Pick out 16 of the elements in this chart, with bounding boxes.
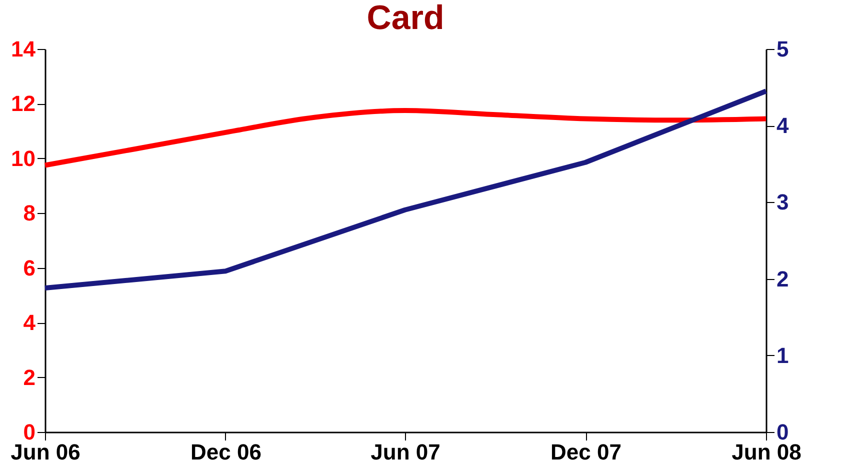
y2-tick-label: 3 [776,190,789,215]
y2-tick-label: 1 [776,342,789,368]
y-tick-label: 10 [11,146,36,171]
y-tick-label: 4 [23,310,36,336]
y-tick-label: 6 [23,255,36,280]
y2-tick-label: 5 [776,36,789,62]
y2-tick-label: 2 [776,266,789,292]
y-tick-label: 14 [11,36,36,62]
x-tick-label: Dec 06 [190,440,262,464]
y-tick-label: 8 [23,200,36,226]
chart-title: Card [366,0,444,37]
y-tick-label: 12 [11,91,36,116]
x-tick-label: Jun 07 [370,440,440,464]
y-tick-label: 2 [23,364,36,390]
x-tick-label: Dec 07 [550,440,622,464]
y2-tick-label: 4 [776,113,790,138]
